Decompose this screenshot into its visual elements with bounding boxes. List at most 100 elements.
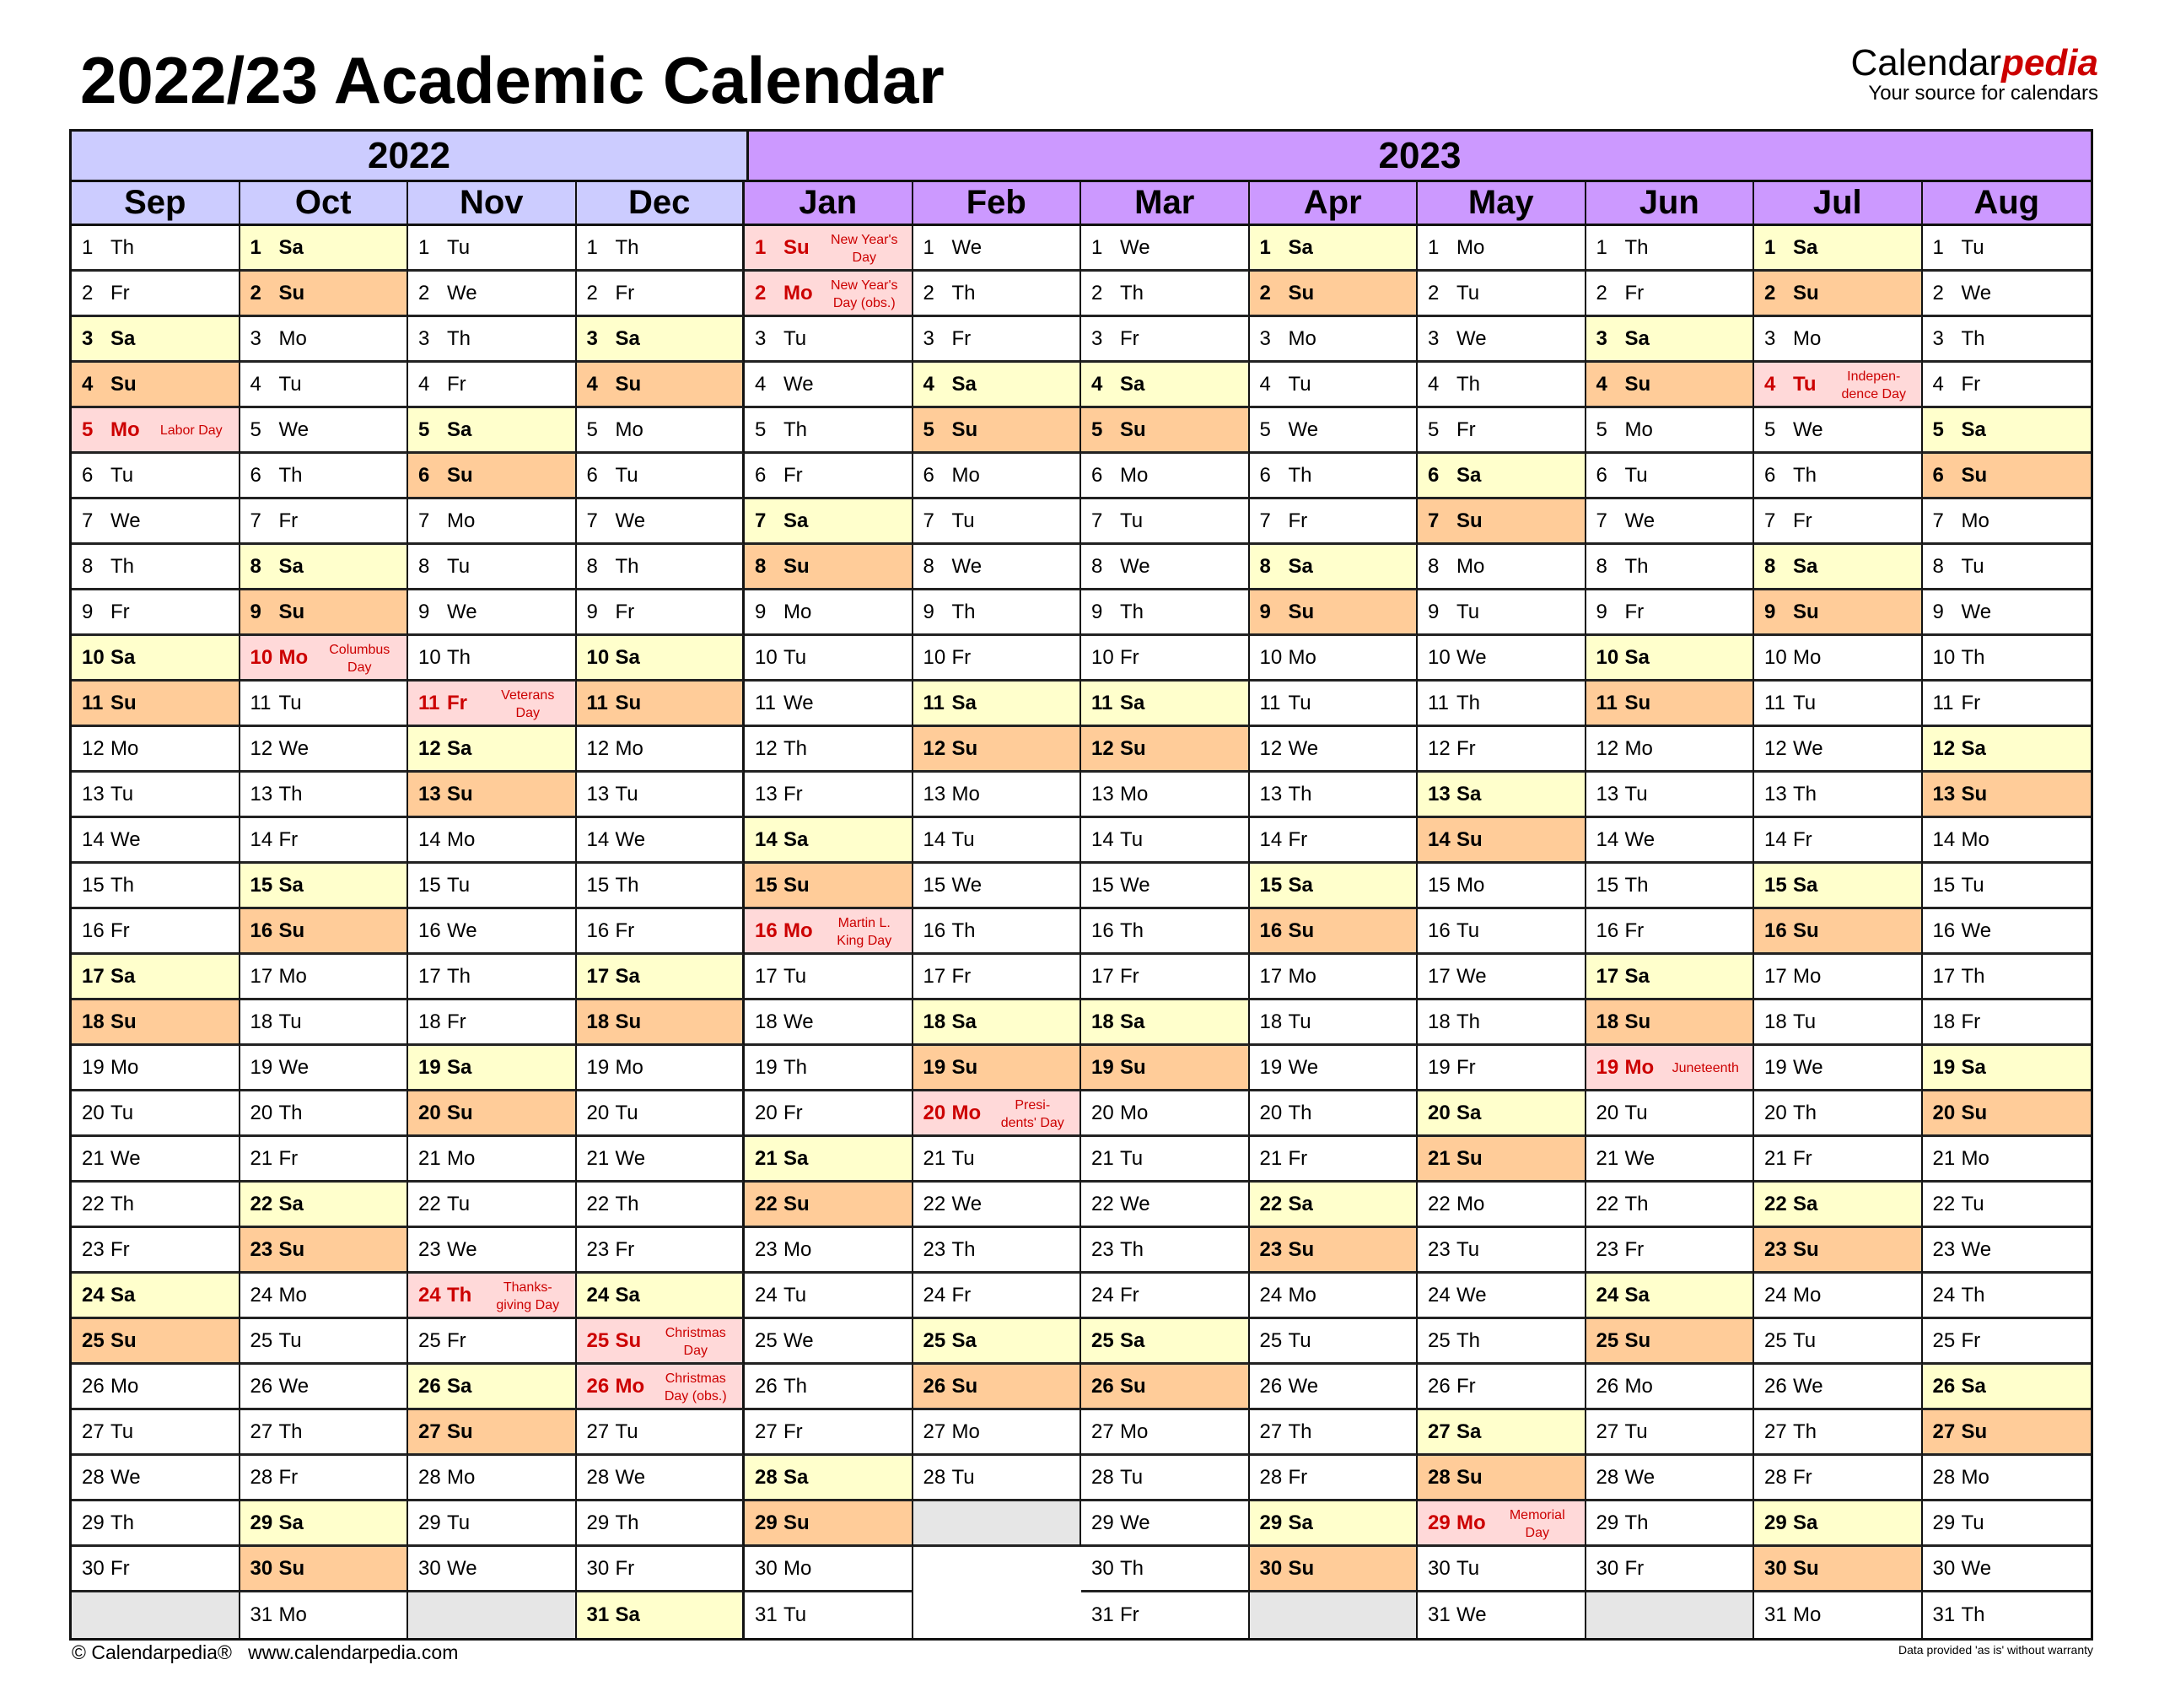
day-cell[interactable]: 11 Su <box>576 682 745 727</box>
day-cell[interactable]: 2 We <box>1922 272 2091 317</box>
day-cell[interactable]: 8 Th <box>576 545 745 590</box>
day-cell[interactable]: 22 Su <box>745 1183 913 1228</box>
day-cell[interactable]: 23 Tu <box>1418 1228 1586 1274</box>
day-cell[interactable]: 21 Su <box>1418 1137 1586 1183</box>
day-cell[interactable]: 30 We <box>1922 1547 2091 1592</box>
day-cell[interactable]: 4 Su <box>72 363 240 408</box>
day-cell[interactable]: 10 Fr <box>1081 636 1250 682</box>
day-cell[interactable]: 20 Th <box>1249 1091 1418 1137</box>
day-cell[interactable]: 19 We <box>1754 1046 1923 1091</box>
day-cell[interactable]: 4 Th <box>1418 363 1586 408</box>
day-cell[interactable]: 17 We <box>1418 955 1586 1000</box>
day-cell[interactable]: 2 Th <box>913 272 1081 317</box>
day-cell[interactable]: 28 Fr <box>240 1456 408 1501</box>
day-cell[interactable]: 27 Tu <box>72 1410 240 1456</box>
day-cell[interactable]: 27 Th <box>1754 1410 1923 1456</box>
day-cell[interactable]: 12 We <box>240 727 408 773</box>
day-cell[interactable]: 28 We <box>1586 1456 1754 1501</box>
day-cell[interactable]: 9 Th <box>1081 590 1250 636</box>
day-cell[interactable]: 12 Fr <box>1418 727 1586 773</box>
day-cell[interactable]: 25 Th <box>1418 1319 1586 1365</box>
day-cell[interactable]: 21 Fr <box>1249 1137 1418 1183</box>
day-cell[interactable]: 21 Tu <box>1081 1137 1250 1183</box>
day-cell[interactable]: 19 Sa <box>1922 1046 2091 1091</box>
day-cell[interactable]: 1 Su New Year's Day <box>745 226 913 272</box>
day-cell[interactable]: 22 We <box>913 1183 1081 1228</box>
day-cell[interactable]: 28 We <box>72 1456 240 1501</box>
day-cell[interactable]: 6 Sa <box>1418 454 1586 499</box>
day-cell[interactable]: 11 Th <box>1418 682 1586 727</box>
day-cell[interactable]: 18 Su <box>1586 1000 1754 1046</box>
day-cell[interactable]: 14 We <box>72 818 240 864</box>
day-cell[interactable]: 7 Tu <box>913 499 1081 545</box>
day-cell[interactable]: 21 We <box>576 1137 745 1183</box>
day-cell[interactable]: 10 Fr <box>913 636 1081 682</box>
day-cell[interactable]: 27 Th <box>1249 1410 1418 1456</box>
day-cell[interactable]: 21 Fr <box>240 1137 408 1183</box>
day-cell[interactable]: 25 Sa <box>1081 1319 1250 1365</box>
day-cell[interactable]: 8 Su <box>745 545 913 590</box>
day-cell[interactable]: 26 Su <box>913 1365 1081 1410</box>
day-cell[interactable]: 18 Th <box>1418 1000 1586 1046</box>
day-cell[interactable]: 30 Su <box>240 1547 408 1592</box>
day-cell[interactable]: 24 Sa <box>1586 1274 1754 1319</box>
day-cell[interactable]: 18 Su <box>576 1000 745 1046</box>
day-cell[interactable]: 6 Tu <box>72 454 240 499</box>
day-cell[interactable]: 13 Th <box>240 773 408 818</box>
day-cell[interactable]: 19 Mo Juneteenth <box>1586 1046 1754 1091</box>
day-cell[interactable]: 20 Mo Presi- dents' Day <box>913 1091 1081 1137</box>
day-cell[interactable]: 24 Tu <box>745 1274 913 1319</box>
day-cell[interactable]: 12 Sa <box>408 727 577 773</box>
day-cell[interactable]: 18 Tu <box>1249 1000 1418 1046</box>
day-cell[interactable]: 6 Th <box>1249 454 1418 499</box>
day-cell[interactable]: 1 Sa <box>1249 226 1418 272</box>
day-cell[interactable]: 3 Th <box>1922 317 2091 363</box>
day-cell[interactable]: 1 Th <box>72 226 240 272</box>
day-cell[interactable]: 23 We <box>1922 1228 2091 1274</box>
day-cell[interactable]: 20 Su <box>408 1091 577 1137</box>
day-cell[interactable]: 18 Su <box>72 1000 240 1046</box>
day-cell[interactable]: 16 Fr <box>576 909 745 955</box>
day-cell[interactable]: 3 We <box>1418 317 1586 363</box>
day-cell[interactable]: 24 Mo <box>1754 1274 1923 1319</box>
day-cell[interactable]: 4 Su <box>1586 363 1754 408</box>
day-cell[interactable]: 27 Th <box>240 1410 408 1456</box>
day-cell[interactable]: 26 Th <box>745 1365 913 1410</box>
day-cell[interactable]: 7 We <box>576 499 745 545</box>
day-cell[interactable]: 28 Fr <box>1754 1456 1923 1501</box>
day-cell[interactable]: 31 Mo <box>240 1592 408 1638</box>
day-cell[interactable]: 7 Fr <box>1754 499 1923 545</box>
day-cell[interactable]: 12 We <box>1754 727 1923 773</box>
day-cell[interactable]: 27 Mo <box>913 1410 1081 1456</box>
day-cell[interactable]: 13 Tu <box>72 773 240 818</box>
day-cell[interactable]: 4 Su <box>576 363 745 408</box>
day-cell[interactable]: 30 Fr <box>72 1547 240 1592</box>
day-cell[interactable]: 30 Th <box>1081 1547 1250 1592</box>
day-cell[interactable]: 27 Su <box>1922 1410 2091 1456</box>
day-cell[interactable]: 30 Mo <box>745 1547 913 1592</box>
day-cell[interactable]: 28 Sa <box>745 1456 913 1501</box>
day-cell[interactable]: 20 Su <box>1922 1091 2091 1137</box>
day-cell[interactable]: 17 Tu <box>745 955 913 1000</box>
day-cell[interactable]: 29 We <box>1081 1501 1250 1547</box>
day-cell[interactable]: 4 We <box>745 363 913 408</box>
day-cell[interactable]: 18 Sa <box>1081 1000 1250 1046</box>
day-cell[interactable]: 13 Su <box>1922 773 2091 818</box>
day-cell[interactable]: 23 Th <box>1081 1228 1250 1274</box>
day-cell[interactable]: 15 Tu <box>408 864 577 909</box>
day-cell[interactable]: 8 Th <box>72 545 240 590</box>
day-cell[interactable]: 15 Th <box>576 864 745 909</box>
day-cell[interactable]: 27 Sa <box>1418 1410 1586 1456</box>
calendarpedia-logo[interactable]: Calendarpedia Your source for calendars <box>1851 44 2098 105</box>
day-cell[interactable]: 29 Sa <box>1249 1501 1418 1547</box>
day-cell[interactable]: 29 Th <box>576 1501 745 1547</box>
day-cell[interactable]: 13 Tu <box>1586 773 1754 818</box>
day-cell[interactable]: 5 We <box>1249 408 1418 454</box>
day-cell[interactable]: 16 Th <box>1081 909 1250 955</box>
day-cell[interactable]: 26 Fr <box>1418 1365 1586 1410</box>
day-cell[interactable]: 6 Mo <box>1081 454 1250 499</box>
day-cell[interactable]: 22 We <box>1081 1183 1250 1228</box>
day-cell[interactable]: 31 Mo <box>1754 1592 1923 1638</box>
day-cell[interactable]: 25 Tu <box>1754 1319 1923 1365</box>
day-cell[interactable]: 29 Sa <box>1754 1501 1923 1547</box>
